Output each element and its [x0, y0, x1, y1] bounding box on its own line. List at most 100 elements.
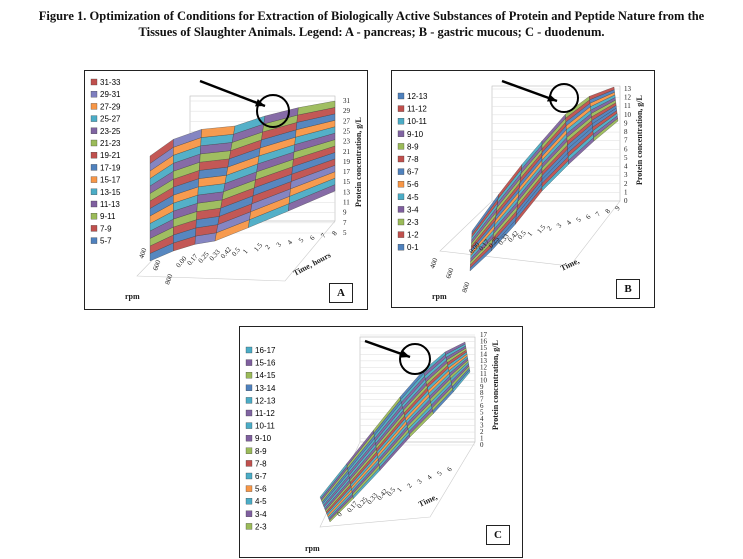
legend-label: 10-11 [407, 117, 427, 126]
x-tick-label: 4 [286, 238, 295, 246]
annotation-arrow [501, 79, 558, 103]
legend-swatch [245, 422, 253, 429]
legend-swatch [245, 384, 253, 391]
x-tick-label: 6 [584, 213, 593, 221]
z-tick-label: 8 [624, 128, 628, 136]
z-tick-label: 2 [624, 180, 628, 188]
x-axis-title: Time, [559, 256, 581, 272]
z-tick-label: 6 [480, 402, 484, 410]
legend-swatch [90, 152, 98, 159]
legend-label: 21-23 [100, 139, 121, 148]
z-tick-label: 0 [624, 197, 628, 205]
z-tick-label: 19 [343, 158, 351, 166]
legend-label: 3-4 [255, 510, 267, 519]
legend-swatch [245, 372, 253, 379]
legend-label: 3-4 [407, 205, 419, 214]
z-tick-label: 21 [343, 148, 351, 156]
legend-swatch [397, 155, 405, 163]
x-tick-label: 5 [574, 216, 583, 224]
legend-swatch [397, 206, 405, 213]
x-tick-label: 4 [565, 218, 574, 226]
z-tick-label: 6 [624, 145, 628, 153]
legend-swatch [397, 130, 405, 137]
legend-label: 9-11 [100, 212, 116, 221]
legend-swatch [245, 460, 253, 467]
legend-swatch [245, 447, 253, 454]
z-tick-label: 12 [480, 363, 488, 371]
y-tick-label: 800 [460, 281, 471, 294]
z-tick-label: 14 [480, 350, 488, 358]
x-tick-label: 0.5 [230, 246, 242, 258]
legend-label: 1-2 [407, 231, 419, 240]
legend-swatch [90, 225, 98, 232]
legend-label: 17-19 [100, 163, 121, 172]
surface-band [444, 341, 466, 355]
legend-swatch [397, 231, 405, 238]
legend-label: 16-17 [255, 346, 276, 355]
legend-swatch [90, 78, 98, 86]
panel-label-a: A [329, 283, 353, 303]
y-tick-label: 600 [444, 267, 455, 280]
x-tick-label: 3 [555, 221, 564, 229]
z-tick-label: 9 [343, 209, 347, 217]
legend-swatch [90, 176, 98, 183]
chart-panel-b: 13 12 11 10 9 8 7 6 5 4 3 2 1 0 Protein concentration,… [391, 70, 655, 308]
legend-label: 2-3 [407, 218, 419, 227]
x-tick-label: 6 [445, 465, 454, 473]
x-tick-label: 6 [308, 234, 317, 242]
x-tick-label: 1 [241, 247, 250, 255]
z-tick-label: 13 [624, 85, 632, 93]
z-tick-label: 4 [624, 163, 628, 171]
chart-panel-c: 17 16 15 14 13 12 11 10 9 8 7 6 5 4 3 2 1 0 Protein concen… [239, 326, 523, 558]
z-tick-label: 13 [480, 357, 488, 365]
legend-label: 27-29 [100, 102, 121, 111]
arrow-head [400, 350, 410, 358]
annotation-arrow [199, 79, 266, 108]
legend-label: 14-15 [255, 371, 276, 380]
legend-label: 5-6 [255, 485, 267, 494]
arrow-head [255, 99, 265, 107]
legend-swatch [90, 139, 98, 147]
legend-label: 5-7 [100, 237, 112, 246]
y-tick-label: 600 [151, 259, 162, 272]
z-tick-label: 29 [343, 107, 351, 115]
legend-label: 25-27 [100, 115, 121, 124]
x-tick-label: 2 [264, 243, 273, 251]
z-tick-label: 1 [480, 435, 484, 443]
legend-swatch [397, 105, 405, 112]
highlight-circle [549, 83, 579, 113]
legend-label: 19-21 [100, 151, 121, 160]
legend-label: 9-10 [255, 434, 272, 443]
figure-caption: Figure 1. Optimization of Conditions for… [38, 9, 705, 39]
legend-swatch [397, 218, 405, 226]
z-tick-label: 25 [343, 127, 351, 135]
legend-swatch [90, 127, 98, 134]
z-axis-title: Protein concentration, g/L [635, 95, 644, 185]
z-tick-label: 17 [343, 168, 351, 176]
legend-label: 10-11 [255, 422, 275, 431]
legend-swatch [245, 510, 253, 517]
z-tick-label: 2 [480, 428, 484, 436]
arrow-head [547, 94, 557, 102]
x-axis-title: Time, [417, 492, 439, 508]
legend-swatch [245, 346, 253, 354]
x-tick-label: 3 [275, 241, 284, 249]
x-tick-label: 7 [319, 231, 328, 239]
legend-label: 13-15 [100, 188, 121, 197]
legend-label: 13-14 [255, 384, 276, 393]
y-axis-title: rpm [125, 292, 140, 301]
legend-label: 11-12 [407, 105, 427, 114]
legend-swatch [245, 472, 253, 480]
surface-band [297, 100, 336, 116]
z-tick-label: 16 [480, 337, 488, 345]
legend-label: 12-13 [255, 396, 276, 405]
legend-swatch [397, 244, 405, 251]
legend-swatch [245, 485, 253, 492]
legend-swatch [397, 168, 405, 175]
x-tick-label: 5 [297, 236, 306, 244]
legend-swatch [397, 92, 405, 100]
legend-label: 29-31 [100, 90, 121, 99]
legend-label: 12-13 [407, 92, 428, 101]
x-tick-label: 1 [526, 230, 535, 238]
